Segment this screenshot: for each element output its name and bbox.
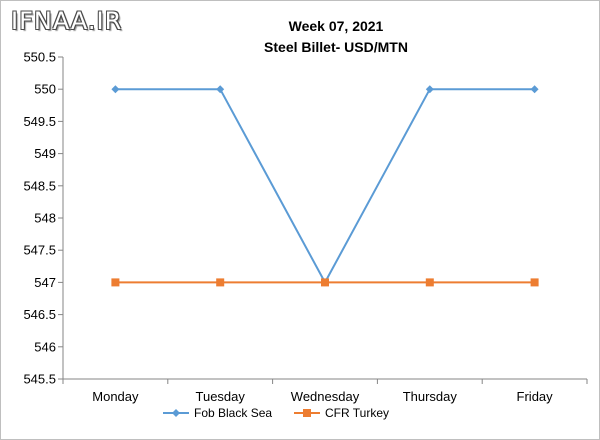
data-point-cfr-turkey (216, 278, 225, 287)
x-tick-label: Friday (517, 389, 554, 404)
data-point-fob-black-sea (111, 85, 120, 94)
y-tick-label: 549 (34, 146, 56, 161)
data-point-cfr-turkey (111, 278, 120, 287)
y-tick-label: 546.5 (23, 307, 56, 322)
y-tick-label: 550.5 (23, 50, 56, 65)
x-tick-label: Tuesday (196, 389, 246, 404)
legend: Fob Black Sea CFR Turkey (163, 406, 389, 420)
data-point-cfr-turkey (425, 278, 434, 287)
y-tick-label: 547 (34, 275, 56, 290)
chart-subtitle: Steel Billet- USD/MTN (264, 39, 408, 55)
x-tick-label: Monday (92, 389, 139, 404)
data-point-fob-black-sea (530, 85, 539, 94)
data-point-fob-black-sea (216, 85, 225, 94)
x-axis-tick-labels: Monday Tuesday Wednesday Thursday Friday (92, 389, 553, 404)
x-tick-label: Thursday (403, 389, 458, 404)
y-tick-label: 549.5 (23, 114, 56, 129)
y-tick-label: 548 (34, 211, 56, 226)
y-tick-label: 546 (34, 339, 56, 354)
y-tick-label: 545.5 (23, 372, 56, 387)
series-line-fob-black-sea (115, 88, 535, 285)
plot-area (111, 85, 539, 287)
y-axis-tick-labels: 550.5 550 549.5 549 548.5 548 547.5 547 546.5 546… (23, 50, 56, 387)
legend-marker-fob-black-sea (172, 409, 180, 417)
y-tick-label: 548.5 (23, 178, 56, 193)
legend-marker-cfr-turkey (303, 409, 311, 417)
chart-title: Week 07, 2021 (289, 18, 384, 34)
data-point-fob-black-sea (425, 85, 434, 94)
axes (58, 56, 588, 384)
legend-label-fob-black-sea: Fob Black Sea (194, 406, 272, 420)
data-point-cfr-turkey (321, 278, 329, 287)
legend-label-cfr-turkey: CFR Turkey (325, 406, 389, 420)
site-logo: IFNAA.IR (11, 7, 123, 35)
y-tick-label: 550 (34, 82, 56, 97)
y-tick-label: 547.5 (23, 243, 56, 258)
data-point-cfr-turkey (530, 278, 539, 287)
x-tick-label: Wednesday (291, 389, 360, 404)
